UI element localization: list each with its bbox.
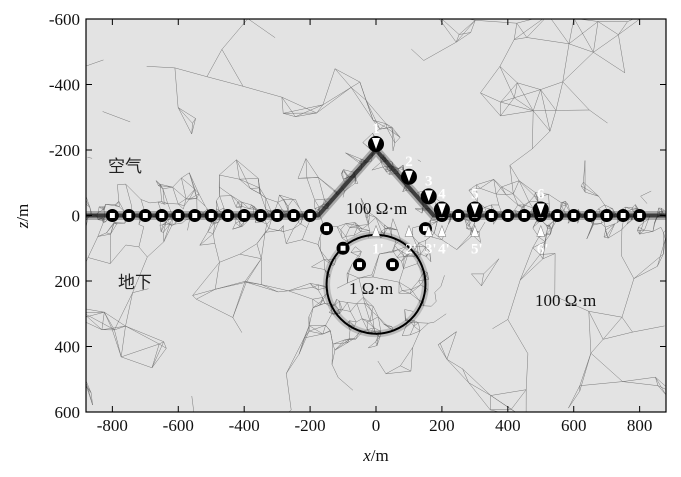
measurement-label-bottom: 2' bbox=[405, 242, 417, 258]
plot-area: 1 1' 2 2' 3 3' 4 4' 5 5' 6 6' bbox=[86, 19, 666, 412]
surface-electrode bbox=[175, 213, 181, 218]
surface-electrode bbox=[521, 213, 527, 218]
hill-electrode bbox=[340, 245, 346, 251]
x-tick-label: 800 bbox=[627, 416, 653, 435]
background-resistivity-label: 100 Ω·m bbox=[535, 291, 596, 310]
measurement-label-bottom: 6' bbox=[537, 242, 549, 258]
surface-electrode bbox=[604, 213, 610, 218]
surface-electrode bbox=[307, 213, 313, 218]
surface-electrode bbox=[554, 213, 560, 218]
surface-electrode bbox=[587, 213, 593, 218]
measurement-label-top: 4 bbox=[438, 187, 446, 203]
surface-electrode bbox=[241, 213, 247, 218]
y-tick-label: -200 bbox=[49, 141, 80, 160]
axes-layer: -800 -600 -400 -200 0 200 400 600 800 -600 -400 -20… bbox=[49, 10, 666, 435]
measurement-label-bottom: 1' bbox=[372, 242, 384, 258]
y-tick-label: -600 bbox=[49, 10, 80, 29]
surface-electrode bbox=[225, 213, 231, 218]
measurement-triangle-down bbox=[536, 203, 545, 215]
surface-electrode bbox=[142, 213, 148, 218]
hill-electrode bbox=[422, 226, 428, 232]
measurement-label-top: 5 bbox=[471, 187, 479, 203]
surface-electrode bbox=[620, 213, 626, 218]
x-axis-title: x/m bbox=[362, 446, 389, 465]
surface-electrode bbox=[571, 213, 577, 218]
y-tick-label: 200 bbox=[55, 272, 81, 291]
measurement-label-top: 3 bbox=[425, 173, 433, 189]
measurement-triangle-up bbox=[424, 224, 434, 237]
measurement-triangle-up bbox=[470, 224, 480, 237]
x-tick-label: -800 bbox=[97, 416, 128, 435]
y-tick-label: 400 bbox=[55, 338, 81, 357]
measurement-triangle-up bbox=[437, 224, 447, 237]
x-tick-label: 0 bbox=[372, 416, 381, 435]
surface-electrode bbox=[126, 213, 132, 218]
measurement-triangle-down bbox=[372, 138, 380, 149]
measurement-label-bottom: 4' bbox=[438, 242, 450, 258]
measurement-label-top: 1 bbox=[372, 121, 380, 137]
markers-layer: 1 1' 2 2' 3 3' 4 4' 5 5' 6 6' bbox=[105, 121, 647, 335]
measurement-label-top: 6 bbox=[537, 187, 545, 203]
surface-electrode bbox=[109, 213, 115, 218]
measurement-label-bottom: 5' bbox=[471, 242, 483, 258]
x-tick-label: 400 bbox=[495, 416, 521, 435]
measurement-triangle-down bbox=[437, 203, 446, 215]
hill-electrode bbox=[324, 226, 330, 232]
hill-electrode bbox=[389, 262, 395, 268]
measurement-label-bottom: 3' bbox=[425, 242, 437, 258]
surface-electrode bbox=[274, 213, 280, 218]
x-tick-label: -400 bbox=[229, 416, 260, 435]
surface-electrode bbox=[159, 213, 165, 218]
measurement-triangle-up bbox=[536, 224, 546, 237]
surface-electrode bbox=[637, 213, 643, 218]
measurement-triangle-down bbox=[424, 190, 433, 202]
surface-electrode bbox=[291, 213, 297, 218]
anomaly-resistivity-label: 1 Ω·m bbox=[349, 279, 393, 298]
y-axis-title: z/m bbox=[13, 204, 32, 230]
measurement-triangle-down bbox=[404, 170, 413, 182]
x-tick-label: -200 bbox=[295, 416, 326, 435]
underground-region-label: 地下 bbox=[118, 273, 152, 293]
measurement-triangle-down bbox=[470, 203, 479, 215]
surface-electrode bbox=[208, 213, 214, 218]
measurement-triangle-up bbox=[404, 224, 414, 237]
surface-electrode bbox=[488, 213, 494, 218]
x-tick-label: -600 bbox=[163, 416, 194, 435]
y-tick-label: -400 bbox=[49, 76, 80, 95]
hill-electrode bbox=[357, 262, 363, 268]
x-tick-label: 200 bbox=[429, 416, 455, 435]
y-tick-label: 600 bbox=[55, 403, 81, 422]
measurement-triangle-up bbox=[371, 224, 381, 237]
surface-electrode bbox=[505, 213, 511, 218]
air-region-label: 空气 bbox=[108, 157, 142, 177]
surface-electrode bbox=[192, 213, 198, 218]
measurement-label-top: 2 bbox=[405, 154, 413, 170]
y-tick-label: 0 bbox=[72, 207, 81, 226]
surface-electrode bbox=[455, 213, 461, 218]
surface-electrode bbox=[258, 213, 264, 218]
hill-resistivity-label: 100 Ω·m bbox=[346, 199, 407, 218]
x-tick-label: 600 bbox=[561, 416, 587, 435]
